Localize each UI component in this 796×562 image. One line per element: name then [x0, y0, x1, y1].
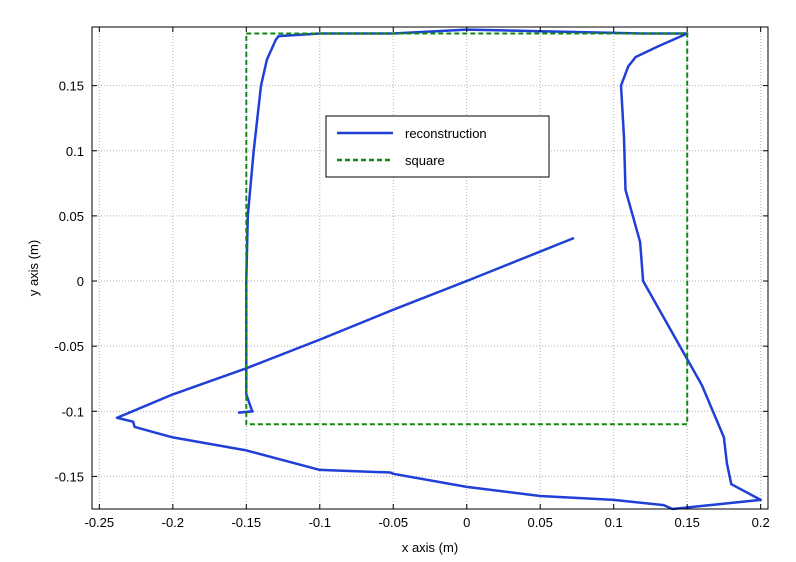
x-tick-label: 0 [463, 515, 470, 530]
y-tick-label: 0.05 [59, 209, 84, 224]
y-axis-label: y axis (m) [26, 240, 41, 296]
legend-label-square: square [405, 153, 445, 168]
ticks: -0.25 -0.2 -0.15 -0.1 -0.05 0 0.05 0.1 0.15 0.2 -0… [54, 27, 770, 530]
x-tick-label: -0.2 [162, 515, 184, 530]
plot-frame [91, 26, 769, 510]
x-tick-label: 0.15 [675, 515, 700, 530]
x-tick-label: -0.15 [231, 515, 261, 530]
x-tick-label: 0.1 [605, 515, 623, 530]
y-tick-label: -0.15 [54, 469, 84, 484]
legend-box [325, 115, 550, 178]
series-line-reconstruction [115, 28, 762, 511]
y-tick-label: -0.1 [62, 404, 84, 419]
y-tick-label: -0.05 [54, 339, 84, 354]
y-tick-label: 0.15 [59, 79, 84, 94]
x-tick-label: -0.05 [378, 515, 408, 530]
x-axis-label: x axis (m) [402, 540, 458, 555]
plot-background [92, 27, 768, 509]
x-tick-label: -0.25 [85, 515, 115, 530]
y-tick-label: 0 [77, 274, 84, 289]
y-tick-label: 0.1 [66, 144, 84, 159]
x-tick-label: 0.05 [528, 515, 553, 530]
series-line-square [245, 32, 689, 426]
series-layer [115, 28, 762, 511]
x-tick-label: -0.1 [309, 515, 331, 530]
legend-label-reconstruction: reconstruction [405, 126, 487, 141]
x-tick-label: 0.2 [752, 515, 770, 530]
legend: reconstruction square [325, 115, 550, 178]
